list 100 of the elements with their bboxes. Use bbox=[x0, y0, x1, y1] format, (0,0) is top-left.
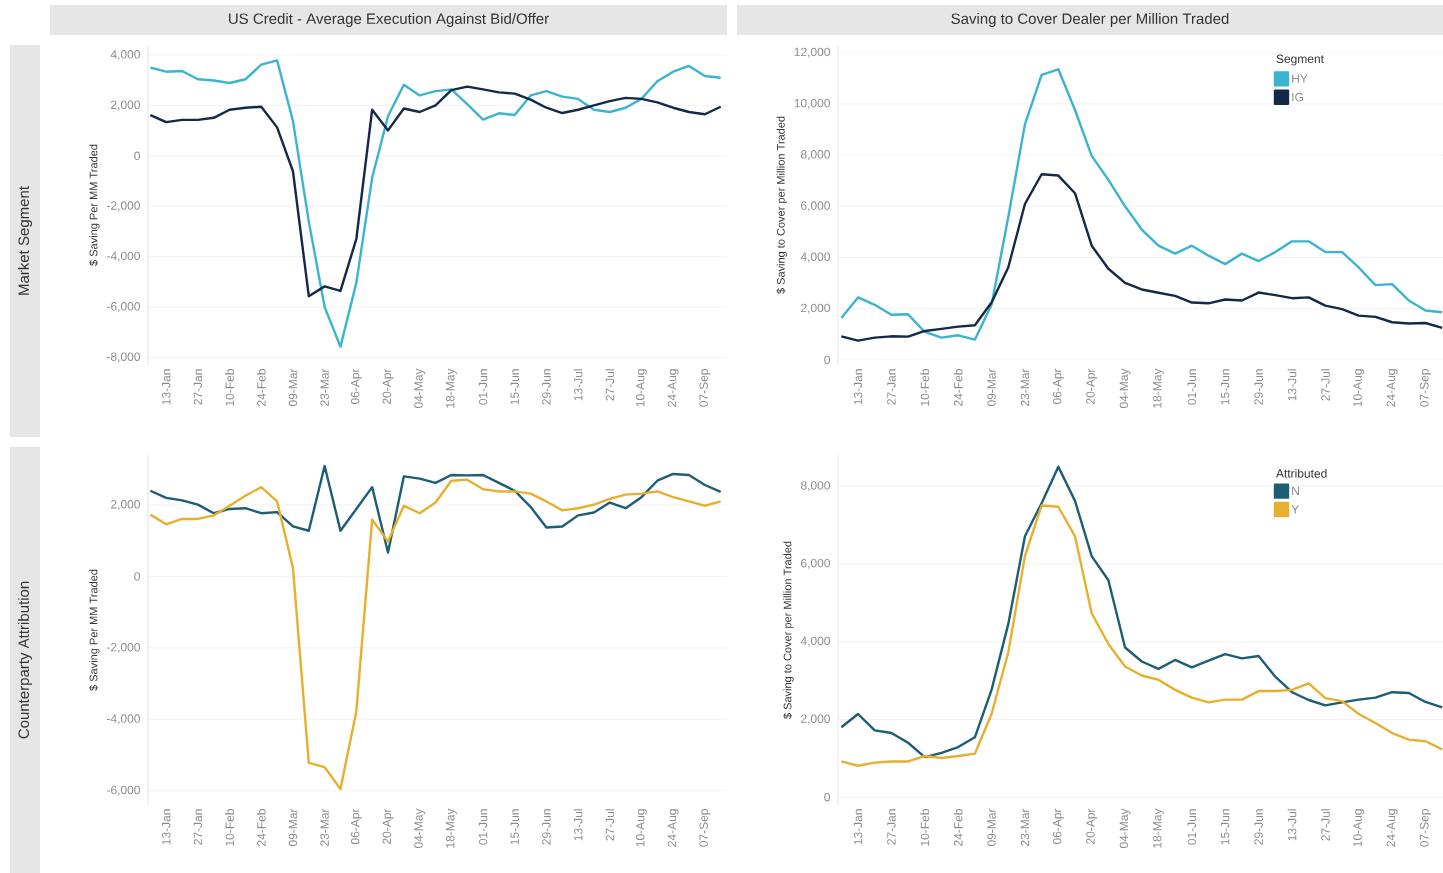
x-tick-label: 07-Sep bbox=[1420, 809, 1431, 847]
x-tick-label: 24-Aug bbox=[667, 809, 679, 847]
x-tick-label: 13-Jan bbox=[161, 369, 171, 405]
x-tick-label: 20-Apr bbox=[382, 368, 394, 404]
legend-label: IG bbox=[1292, 92, 1303, 102]
text: Market Segment bbox=[18, 186, 32, 295]
x-tick-label: 27-Jul bbox=[605, 809, 615, 841]
text: Counterparty Attribution bbox=[18, 581, 32, 739]
legend-label: HY bbox=[1292, 74, 1308, 83]
x-tick-label: 27-Jan bbox=[887, 809, 896, 845]
x-tick-label: 10-Feb bbox=[225, 809, 234, 846]
legend-title: Segment bbox=[1276, 54, 1324, 66]
x-tick-label: 18-May bbox=[445, 808, 457, 848]
x-tick-label: 20-Apr bbox=[1086, 368, 1098, 404]
x-tick-label: 10-Aug bbox=[1353, 369, 1365, 407]
x-tick-label: 29-Jun bbox=[542, 809, 551, 845]
x-tick-label: 04-May bbox=[414, 368, 426, 409]
x-tick-label: 27-Jul bbox=[1320, 369, 1330, 401]
x-tick-label: 10-Feb bbox=[920, 809, 930, 846]
legend-title: Attributed bbox=[1275, 468, 1327, 478]
y-tick-label: -2,000 bbox=[106, 201, 140, 212]
line-series bbox=[149, 59, 722, 348]
x-tick-label: 13-Jan bbox=[853, 369, 863, 405]
x-tick-label: 18-May bbox=[1153, 368, 1164, 408]
x-tick-label: 24-Feb bbox=[953, 809, 963, 846]
y-tick-label: 0 bbox=[824, 792, 831, 802]
x-tick-label: 24-Feb bbox=[256, 809, 266, 846]
x-tick-label: 10-Feb bbox=[920, 369, 930, 406]
x-tick-label: 23-Mar bbox=[1020, 808, 1030, 846]
y-tick-label: 10,000 bbox=[794, 98, 831, 109]
y-tick-label: -4,000 bbox=[106, 251, 140, 262]
y-tick-label: -6,000 bbox=[106, 302, 140, 312]
y-axis-title: $ Saving to Cover per Million Traded bbox=[783, 541, 794, 719]
x-tick-label: 13-Jul bbox=[573, 809, 583, 841]
x-tick-label: 13-Jul bbox=[1287, 809, 1297, 841]
x-tick-label: 01-Jun bbox=[1187, 809, 1197, 845]
x-tick-label: 15-Jun bbox=[1221, 809, 1230, 845]
line-series bbox=[149, 464, 722, 554]
x-tick-label: 10-Aug bbox=[1353, 809, 1365, 847]
y-tick-label: 2,000 bbox=[801, 303, 831, 314]
line-series bbox=[840, 465, 1443, 759]
x-tick-label: 09-Mar bbox=[987, 808, 996, 847]
x-tick-label: 13-Jan bbox=[853, 809, 863, 845]
y-tick-label: 4,000 bbox=[800, 252, 831, 263]
x-tick-label: 27-Jul bbox=[605, 369, 615, 401]
x-tick-label: 09-Mar bbox=[987, 368, 996, 407]
x-tick-label: 24-Feb bbox=[953, 369, 963, 406]
x-tick-label: 24-Aug bbox=[1386, 369, 1398, 407]
chart-title: US Credit - Average Execution Against Bid/Offer bbox=[229, 13, 549, 27]
x-tick-label: 13-Jan bbox=[161, 809, 171, 845]
y-tick-label: 6,000 bbox=[801, 201, 831, 212]
x-tick-label: 04-May bbox=[1119, 808, 1131, 849]
y-tick-label: -8,000 bbox=[106, 352, 140, 363]
x-tick-label: 24-Aug bbox=[667, 369, 679, 407]
legend-label: Y bbox=[1291, 505, 1299, 514]
x-tick-label: 10-Feb bbox=[225, 369, 234, 406]
x-tick-label: 13-Jul bbox=[573, 369, 583, 401]
x-tick-label: 27-Jul bbox=[1320, 809, 1330, 841]
x-tick-label: 07-Sep bbox=[699, 369, 711, 407]
line-series bbox=[149, 85, 722, 298]
y-tick-label: 0 bbox=[824, 355, 831, 365]
x-tick-label: 27-Jan bbox=[887, 369, 896, 405]
y-tick-label: 8,000 bbox=[800, 150, 831, 161]
line-series bbox=[840, 173, 1443, 342]
x-tick-label: 04-May bbox=[1119, 368, 1131, 409]
y-tick-label: -4,000 bbox=[106, 714, 140, 725]
line-series bbox=[149, 478, 722, 791]
x-tick-label: 24-Aug bbox=[1386, 809, 1398, 847]
line-series bbox=[840, 504, 1443, 767]
x-tick-label: 18-May bbox=[1153, 808, 1164, 848]
x-tick-label: 29-Jun bbox=[542, 369, 551, 405]
y-tick-label: 12,000 bbox=[794, 47, 831, 58]
y-tick-label: 8,000 bbox=[800, 481, 831, 492]
y-tick-label: 2,000 bbox=[111, 100, 140, 111]
x-tick-label: 18-May bbox=[445, 368, 457, 408]
y-axis-title: $ Saving Per MM Traded bbox=[89, 144, 100, 266]
y-axis-title: $ Saving Per MM Traded bbox=[89, 569, 100, 691]
x-tick-label: 04-May bbox=[414, 808, 426, 849]
y-axis-title: $ Saving to Cover per Million Traded bbox=[776, 116, 787, 294]
x-tick-label: 29-Jun bbox=[1254, 809, 1263, 845]
x-tick-label: 15-Jun bbox=[1221, 369, 1230, 405]
x-tick-label: 24-Feb bbox=[256, 369, 266, 406]
y-tick-label: 4,000 bbox=[110, 50, 140, 61]
x-tick-label: 06-Apr bbox=[350, 808, 362, 845]
x-tick-label: 10-Aug bbox=[636, 809, 647, 847]
chart-title: Saving to Cover Dealer per Million Traded bbox=[951, 13, 1229, 27]
legend-label: N bbox=[1292, 486, 1299, 496]
x-tick-label: 27-Jan bbox=[193, 369, 203, 405]
y-tick-label: 6,000 bbox=[801, 558, 831, 569]
y-tick-label: -2,000 bbox=[106, 642, 140, 653]
x-tick-label: 01-Jun bbox=[1187, 369, 1197, 405]
x-tick-label: 10-Aug bbox=[636, 369, 647, 407]
y-tick-label: 0 bbox=[134, 572, 141, 581]
x-tick-label: 20-Apr bbox=[382, 808, 394, 844]
x-tick-label: 27-Jan bbox=[193, 809, 203, 845]
x-tick-label: 06-Apr bbox=[350, 368, 362, 405]
x-tick-label: 23-Mar bbox=[320, 368, 329, 406]
y-tick-label: 2,000 bbox=[801, 714, 831, 725]
x-tick-label: 15-Jun bbox=[510, 809, 519, 845]
x-tick-label: 07-Sep bbox=[1420, 369, 1431, 407]
